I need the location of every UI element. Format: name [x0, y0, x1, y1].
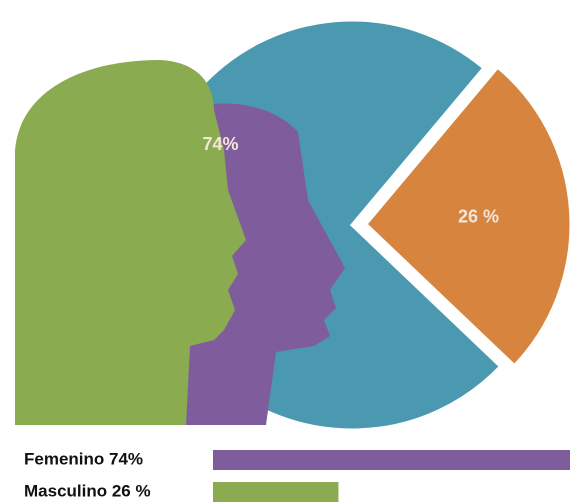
heads [15, 60, 345, 426]
pie-label: 74% [202, 134, 238, 154]
bar-label: Femenino 74% [24, 449, 143, 468]
bars: Femenino 74% Masculino 26 % [24, 449, 570, 502]
bar-label: Masculino 26 % [24, 481, 151, 500]
bar [213, 482, 339, 502]
green-head [15, 60, 246, 425]
pie-slice [363, 65, 570, 368]
pie-labels: 74% 26 % [202, 134, 499, 227]
bar [213, 450, 570, 470]
pie-label: 26 % [458, 207, 499, 227]
